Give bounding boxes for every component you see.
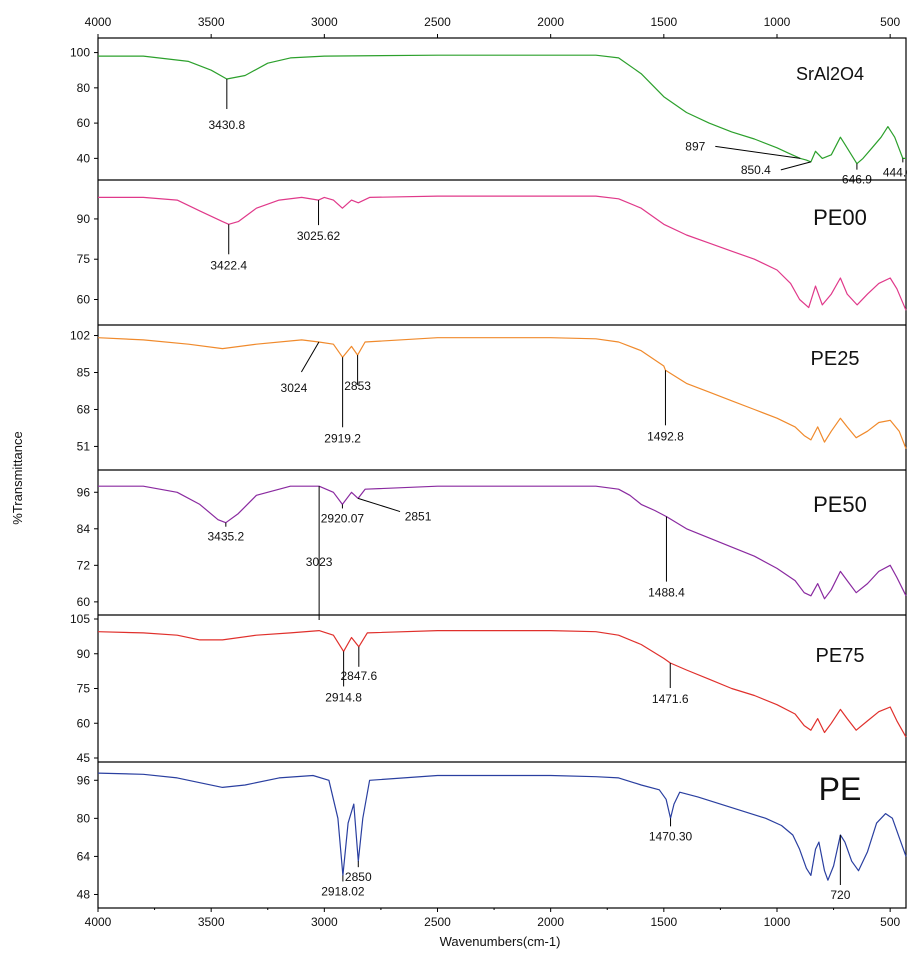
y-tick-label: 60 (77, 293, 91, 307)
plot-area: 4000 4000 3500 3500 3000 3000 2500 2500 2000 2000… (70, 15, 907, 929)
y-tick-label: 75 (77, 682, 91, 696)
plot-frame (97, 37, 907, 909)
panel-pe75: 45 60 75 90 105 PE75 2914.8 2847.6 1471.6 (70, 612, 907, 765)
x-tick-label-bottom: 3500 (198, 915, 225, 929)
annotation-label: 1488.4 (648, 586, 685, 600)
panel-label: PE (819, 771, 862, 807)
y-tick-label: 64 (77, 849, 91, 863)
x-tick-label-top: 2000 (537, 15, 564, 29)
y-tick-label: 90 (77, 647, 91, 661)
series-line-sral2o4 (98, 54, 906, 165)
annotation-label: 2920.07 (321, 511, 365, 525)
annotation-label: 2919.2 (324, 431, 361, 445)
panel-pe00: 60 75 90 PE00 3422.4 3025.62 (77, 179, 907, 311)
annotation-label: 3422.4 (210, 258, 247, 272)
y-tick-label: 96 (77, 485, 91, 499)
panel-label: PE75 (816, 645, 865, 667)
annotation-label: 3435.2 (207, 530, 244, 544)
y-tick-label: 60 (77, 116, 91, 130)
panel-label: PE25 (811, 348, 860, 370)
annotation-label: 444.0 (883, 165, 907, 179)
annotation-label: 850.4 (741, 163, 771, 177)
x-tick-label-top: 3000 (311, 15, 338, 29)
y-tick-label: 68 (77, 402, 91, 416)
panel-pe25: 51 68 85 102 PE25 3024 2853 2919.2 1492.8 (70, 324, 907, 453)
x-tick-label-bottom: 4000 (85, 915, 112, 929)
x-tick-label-bottom: 1000 (764, 915, 791, 929)
annotation-label: 1471.6 (652, 692, 689, 706)
y-tick-label: 100 (70, 46, 90, 60)
x-tick-label-top: 1000 (764, 15, 791, 29)
x-tick-label-top: 500 (880, 15, 900, 29)
y-tick-label: 84 (77, 522, 91, 536)
series-line-pe (97, 772, 907, 881)
y-tick-label: 75 (77, 252, 91, 266)
y-tick-label: 96 (77, 773, 91, 787)
annotation-label: 2850 (345, 870, 372, 884)
annotation-leader (780, 161, 811, 171)
annotation-label: 3025.62 (297, 229, 341, 243)
annotation-label: 1492.8 (647, 429, 684, 443)
y-axis-title: %Transmittance (10, 431, 25, 524)
annotation-label: 2851 (405, 509, 432, 523)
y-tick-label: 48 (77, 887, 91, 901)
x-tick-label-top: 4000 (85, 15, 112, 29)
x-tick-label-top: 1500 (650, 15, 677, 29)
panel-label: PE00 (813, 205, 867, 230)
y-tick-label: 102 (70, 329, 90, 343)
x-tick-label-bottom: 500 (880, 915, 900, 929)
series-line-pe50 (98, 485, 907, 600)
x-tick-label-bottom: 3000 (311, 915, 338, 929)
annotation-label: 2918.02 (321, 884, 365, 898)
annotation-label: 1470.30 (649, 829, 693, 843)
annotation-label: 3430.8 (208, 118, 245, 132)
panel-label: PE50 (813, 492, 867, 517)
annotation-label: 2847.6 (340, 669, 377, 683)
y-tick-label: 105 (70, 612, 90, 626)
y-tick-label: 72 (77, 558, 91, 572)
annotation-label: 2914.8 (325, 690, 362, 704)
series-line-pe25 (97, 337, 907, 449)
x-tick-label-bottom: 1500 (650, 915, 677, 929)
annotation-leader (715, 145, 801, 159)
y-tick-label: 80 (77, 81, 91, 95)
x-tick-label-top: 2500 (424, 15, 451, 29)
x-tick-label-bottom: 2500 (424, 915, 451, 929)
annotation-label: 720 (830, 888, 850, 902)
series-line-pe00 (98, 195, 907, 311)
panel-label: SrAl2O4 (796, 64, 864, 84)
annotation-label: 2853 (344, 379, 371, 393)
x-axis-title: Wavenumbers(cm-1) (440, 934, 561, 949)
y-tick-label: 60 (77, 716, 91, 730)
y-tick-label: 40 (77, 151, 91, 165)
annotation-leader (300, 341, 320, 373)
series-line-pe75 (97, 630, 907, 738)
annotation-leader (357, 497, 401, 513)
x-tick-label-top: 3500 (198, 15, 225, 29)
y-tick-label: 90 (77, 212, 91, 226)
annotation-label: 3024 (281, 381, 308, 395)
y-tick-label: 85 (77, 365, 91, 379)
y-tick-label: 80 (77, 811, 91, 825)
y-tick-label: 60 (77, 595, 91, 609)
y-tick-label: 51 (77, 439, 91, 453)
annotation-label: 897 (685, 139, 705, 153)
y-tick-label: 45 (77, 751, 91, 765)
annotation-label: 3023 (306, 555, 333, 569)
x-tick-label-bottom: 2000 (537, 915, 564, 929)
panel-pe50: 60 72 84 96 PE50 3435.2 2920.07 2851 3023 1488.4 (77, 469, 907, 620)
